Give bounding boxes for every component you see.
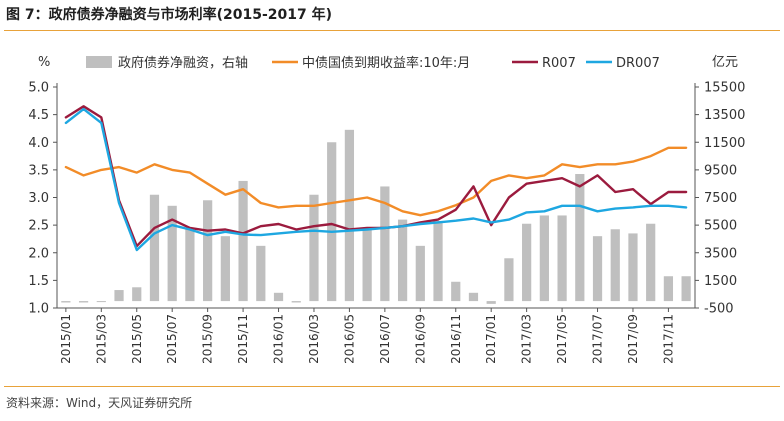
bar (397, 219, 408, 302)
right-tick-label: -500 (704, 302, 734, 317)
left-tick-label: 4.0 (28, 136, 49, 151)
bar (663, 276, 674, 302)
legend-swatch-bars (86, 56, 112, 68)
bar (628, 233, 638, 302)
right-tick-label: 5500 (704, 219, 737, 234)
x-tick-label: 2016/03 (307, 314, 321, 364)
right-tick-label: 9500 (704, 163, 737, 178)
bar (380, 186, 390, 302)
legend: 政府债券净融资，右轴 中债国债到期收益率:10年:月 R007 DR007 (86, 55, 660, 71)
x-tick-label: 2017/07 (591, 314, 605, 364)
bar (256, 245, 266, 302)
top-divider (4, 30, 780, 31)
x-tick-label: 2016/09 (413, 314, 427, 364)
bar (220, 236, 230, 302)
line-series (64, 105, 688, 252)
line-r007 (64, 105, 688, 248)
right-tick-label: 11500 (704, 136, 745, 151)
legend-label-r007: R007 (542, 56, 576, 71)
x-tick-label: 2016/07 (378, 314, 392, 364)
right-tick-label: 1500 (704, 274, 737, 289)
bar (114, 290, 124, 302)
left-tick-label: 3.5 (28, 163, 49, 178)
legend-label-yield10y: 中债国债到期收益率:10年:月 (302, 55, 470, 71)
bar (681, 276, 691, 302)
bar (646, 223, 656, 302)
x-tick-label: 2016/01 (272, 314, 286, 364)
bar (575, 174, 585, 302)
bar (592, 236, 603, 302)
left-axis-unit: % (38, 55, 50, 70)
bar (96, 301, 106, 303)
x-tick-label: 2017/05 (555, 314, 569, 364)
bar (415, 245, 425, 302)
bar (132, 287, 142, 302)
bar (433, 220, 443, 302)
x-tick-label: 2017/09 (626, 314, 640, 364)
x-tick-label: 2015/01 (59, 314, 73, 364)
left-tick-label: 2.0 (28, 246, 49, 261)
x-tick-label: 2015/11 (236, 314, 250, 364)
bar (149, 194, 160, 302)
bar (327, 142, 337, 302)
x-tick-label: 2015/03 (94, 314, 108, 364)
right-tick-label: 3500 (704, 246, 737, 261)
right-tick-label: 15500 (704, 81, 745, 96)
bar (486, 301, 496, 304)
left-tick-label: 4.5 (28, 108, 49, 123)
bar (309, 194, 319, 302)
source-note: 资料来源：Wind，天风证券研究所 (6, 396, 193, 410)
x-tick-label: 2015/09 (201, 314, 215, 364)
left-tick-label: 1.0 (28, 302, 49, 317)
bar-series (61, 129, 691, 304)
bar (78, 301, 89, 303)
left-tick-label: 1.5 (28, 274, 49, 289)
bar (291, 301, 301, 303)
bar (610, 229, 620, 302)
bottom-divider (4, 386, 780, 387)
bar (344, 129, 355, 302)
chart: % 亿元 5.0 4.5 4.0 3.5 3.0 2.5 2.0 1.5 1.0 15500 135… (28, 55, 745, 364)
bar (61, 301, 71, 303)
left-tick-label: 5.0 (28, 81, 49, 96)
bar (185, 229, 195, 302)
bar (273, 292, 284, 302)
bar (362, 227, 372, 302)
x-tick-label: 2015/05 (130, 314, 144, 364)
bar (539, 215, 549, 302)
bar (522, 223, 532, 302)
x-tick-label: 2017/03 (520, 314, 534, 364)
right-axis-unit: 亿元 (712, 55, 738, 70)
x-tick-label: 2016/05 (342, 314, 356, 364)
x-tick-label: 2017/11 (661, 314, 675, 364)
right-tick-label: 7500 (704, 191, 737, 206)
left-tick-label: 2.5 (28, 219, 49, 234)
line-dr007 (64, 107, 688, 252)
bar (468, 292, 479, 302)
axes: % 亿元 5.0 4.5 4.0 3.5 3.0 2.5 2.0 1.5 1.0 15500 135… (28, 55, 745, 364)
x-tick-label: 2017/01 (484, 314, 498, 364)
bar (238, 180, 248, 302)
figure-title: 图 7：政府债券净融资与市场利率(2015-2017 年) (6, 7, 333, 23)
bar (557, 215, 567, 302)
legend-label-dr007: DR007 (616, 56, 660, 71)
legend-label-bars: 政府债券净融资，右轴 (118, 55, 248, 71)
right-tick-label: 13500 (704, 108, 745, 123)
x-tick-label: 2015/07 (165, 314, 179, 364)
bar (504, 258, 514, 302)
bar (451, 281, 461, 302)
line-yield10y (64, 146, 688, 217)
left-tick-label: 3.0 (28, 191, 49, 206)
bar (167, 205, 177, 302)
bar (203, 200, 213, 302)
x-tick-label: 2016/11 (449, 314, 463, 364)
